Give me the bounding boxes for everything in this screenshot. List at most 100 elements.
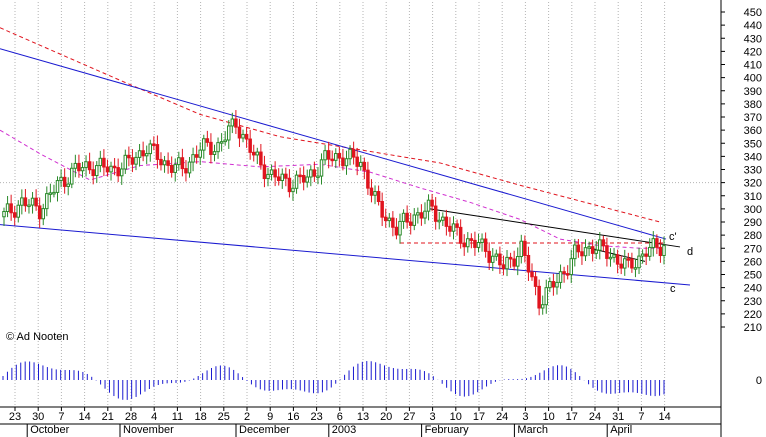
candle-body bbox=[530, 271, 534, 278]
x-tick-label: 13 bbox=[357, 411, 369, 423]
candle-body bbox=[416, 212, 420, 216]
candle-body bbox=[412, 214, 417, 226]
candle-body bbox=[476, 242, 481, 248]
candle-body bbox=[323, 150, 327, 161]
month-label: 2003 bbox=[332, 424, 356, 436]
candle-body bbox=[251, 151, 256, 156]
candle-body bbox=[426, 199, 431, 212]
candle-body bbox=[398, 220, 402, 236]
candle-body bbox=[116, 167, 120, 177]
candle-body bbox=[594, 249, 598, 254]
candle-body bbox=[119, 168, 124, 177]
candle-body bbox=[508, 256, 513, 260]
candle-body bbox=[455, 223, 459, 228]
candle-body bbox=[458, 226, 463, 244]
candle-body bbox=[444, 216, 449, 227]
month-label: December bbox=[239, 424, 290, 436]
lower-trend-line bbox=[0, 224, 691, 286]
candle-body bbox=[355, 156, 359, 167]
candle-body bbox=[448, 225, 452, 232]
copyright-text: © Ad Nooten bbox=[6, 331, 69, 343]
month-label: February bbox=[425, 424, 470, 436]
candle-body bbox=[605, 245, 609, 259]
candle-body bbox=[394, 226, 399, 236]
candle-body bbox=[380, 201, 384, 218]
candle-body bbox=[644, 253, 648, 257]
upper-trend-line bbox=[0, 48, 667, 240]
candle-body bbox=[430, 199, 434, 207]
candle-body bbox=[633, 267, 638, 270]
candle-body bbox=[437, 219, 441, 223]
x-tick-label: 18 bbox=[194, 411, 206, 423]
candle-body bbox=[383, 216, 388, 222]
candle-body bbox=[209, 141, 213, 155]
candle-body bbox=[501, 264, 506, 270]
y-tick-label: 280 bbox=[744, 230, 762, 242]
ma-short-line bbox=[0, 129, 665, 249]
x-tick-label: 14 bbox=[658, 411, 670, 423]
candle-body bbox=[326, 150, 331, 160]
candle-body bbox=[230, 118, 235, 127]
candle-body bbox=[569, 258, 573, 276]
x-tick-label: 17 bbox=[566, 411, 578, 423]
candle-body bbox=[565, 273, 570, 276]
x-tick-label: 30 bbox=[32, 411, 44, 423]
candle-body bbox=[615, 254, 620, 265]
candle-body bbox=[127, 154, 131, 159]
candle-body bbox=[219, 141, 224, 144]
candle-body bbox=[298, 174, 302, 178]
candle-body bbox=[369, 187, 374, 196]
candle-body bbox=[216, 142, 220, 153]
candle-body bbox=[658, 246, 663, 257]
candle-body bbox=[130, 157, 135, 165]
y-tick-label: 410 bbox=[744, 60, 762, 72]
candle-body bbox=[576, 244, 581, 253]
candle-body bbox=[630, 258, 634, 269]
candle-body bbox=[276, 176, 281, 181]
x-tick-label: 10 bbox=[542, 411, 554, 423]
candle-body bbox=[169, 164, 174, 173]
candle-body bbox=[291, 187, 295, 193]
candle-body bbox=[223, 139, 227, 143]
candle-body bbox=[180, 157, 185, 170]
candle-body bbox=[137, 150, 142, 158]
candle-body bbox=[348, 148, 352, 160]
candle-body bbox=[623, 258, 627, 269]
candle-body bbox=[280, 173, 285, 181]
x-tick-label: 6 bbox=[337, 411, 343, 423]
candle-body bbox=[612, 254, 616, 258]
volume-histogram bbox=[2, 361, 665, 400]
candle-body bbox=[66, 183, 70, 187]
candle-body bbox=[376, 191, 381, 203]
candle-body bbox=[359, 161, 363, 167]
candle-body bbox=[112, 165, 117, 169]
candle-body bbox=[80, 167, 85, 172]
candle-body bbox=[523, 240, 527, 256]
x-tick-label: 25 bbox=[218, 411, 230, 423]
x-tick-label: 24 bbox=[496, 411, 508, 423]
candle-body bbox=[273, 169, 277, 178]
candle-body bbox=[269, 169, 274, 175]
candle-body bbox=[184, 168, 188, 174]
candle-body bbox=[419, 212, 424, 219]
candle-body bbox=[48, 192, 53, 195]
y-tick-label: 420 bbox=[744, 46, 762, 58]
y-tick-label: 430 bbox=[744, 33, 762, 45]
month-label: November bbox=[123, 424, 174, 436]
x-tick-label: 23 bbox=[9, 411, 21, 423]
y-tick-label: 260 bbox=[744, 256, 762, 268]
candle-body bbox=[202, 138, 206, 151]
y-tick-label: 270 bbox=[744, 243, 762, 255]
moving-averages bbox=[0, 27, 665, 249]
month-label: October bbox=[30, 424, 69, 436]
month-label: April bbox=[610, 424, 632, 436]
x-tick-label: 24 bbox=[589, 411, 601, 423]
candle-body bbox=[526, 254, 531, 273]
candle-body bbox=[70, 167, 74, 185]
y-tick-label: 210 bbox=[744, 322, 762, 334]
candle-body bbox=[2, 211, 6, 218]
candle-body bbox=[173, 164, 177, 173]
y-tick-label: 220 bbox=[744, 309, 762, 321]
candle-body bbox=[244, 133, 249, 140]
